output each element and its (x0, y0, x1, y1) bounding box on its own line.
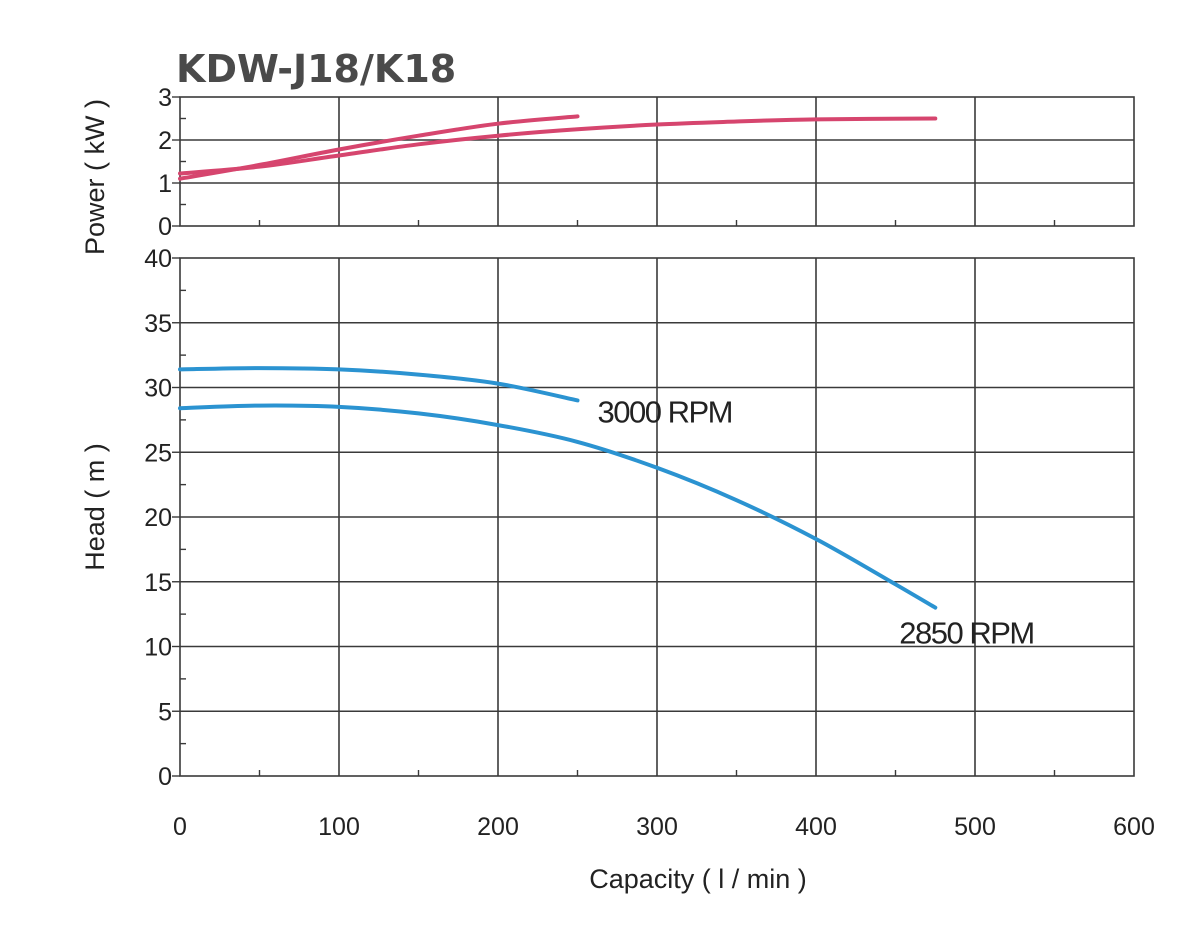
power-ytick-1: 1 (158, 170, 172, 198)
xtick-200: 200 (477, 813, 519, 841)
head-ytick-15: 15 (144, 569, 172, 597)
head-ytick-35: 35 (144, 310, 172, 338)
xtick-300: 300 (636, 813, 678, 841)
head-ytick-20: 20 (144, 504, 172, 532)
power-ytick-2: 2 (158, 127, 172, 155)
xtick-0: 0 (173, 813, 187, 841)
power-curve-power-2850 (178, 116, 938, 176)
head-ytick-25: 25 (144, 439, 172, 467)
xtick-400: 400 (795, 813, 837, 841)
head-ytick-0: 0 (158, 763, 172, 791)
head-ytick-5: 5 (158, 698, 172, 726)
power-ytick-0: 0 (158, 213, 172, 241)
head-curve-3000-rpm (178, 366, 580, 403)
head-y-axis-label: Head ( m ) (80, 443, 110, 571)
labels-layer: 0 1 2 3 Power ( kW ) 0 5 10 15 20 25 30 35 40 Head ( m… (80, 84, 1155, 841)
curves-layer (178, 114, 938, 610)
grid-layer (172, 96, 1135, 777)
curve-label-2850-rpm: 2850 RPM (899, 616, 1033, 651)
head-ytick-30: 30 (144, 375, 172, 403)
x-axis-label: Capacity ( l / min ) (589, 864, 807, 894)
head-curve-2850-rpm (178, 403, 938, 610)
curve-label-3000-rpm: 3000 RPM (598, 394, 732, 429)
xtick-500: 500 (954, 813, 996, 841)
head-ytick-40: 40 (144, 245, 172, 273)
xtick-600: 600 (1113, 813, 1155, 841)
power-y-axis-label: Power ( kW ) (80, 99, 110, 255)
head-ytick-10: 10 (144, 634, 172, 662)
xtick-100: 100 (318, 813, 360, 841)
chart-title: KDW-J18/K18 (176, 47, 456, 91)
power-ytick-3: 3 (158, 84, 172, 112)
